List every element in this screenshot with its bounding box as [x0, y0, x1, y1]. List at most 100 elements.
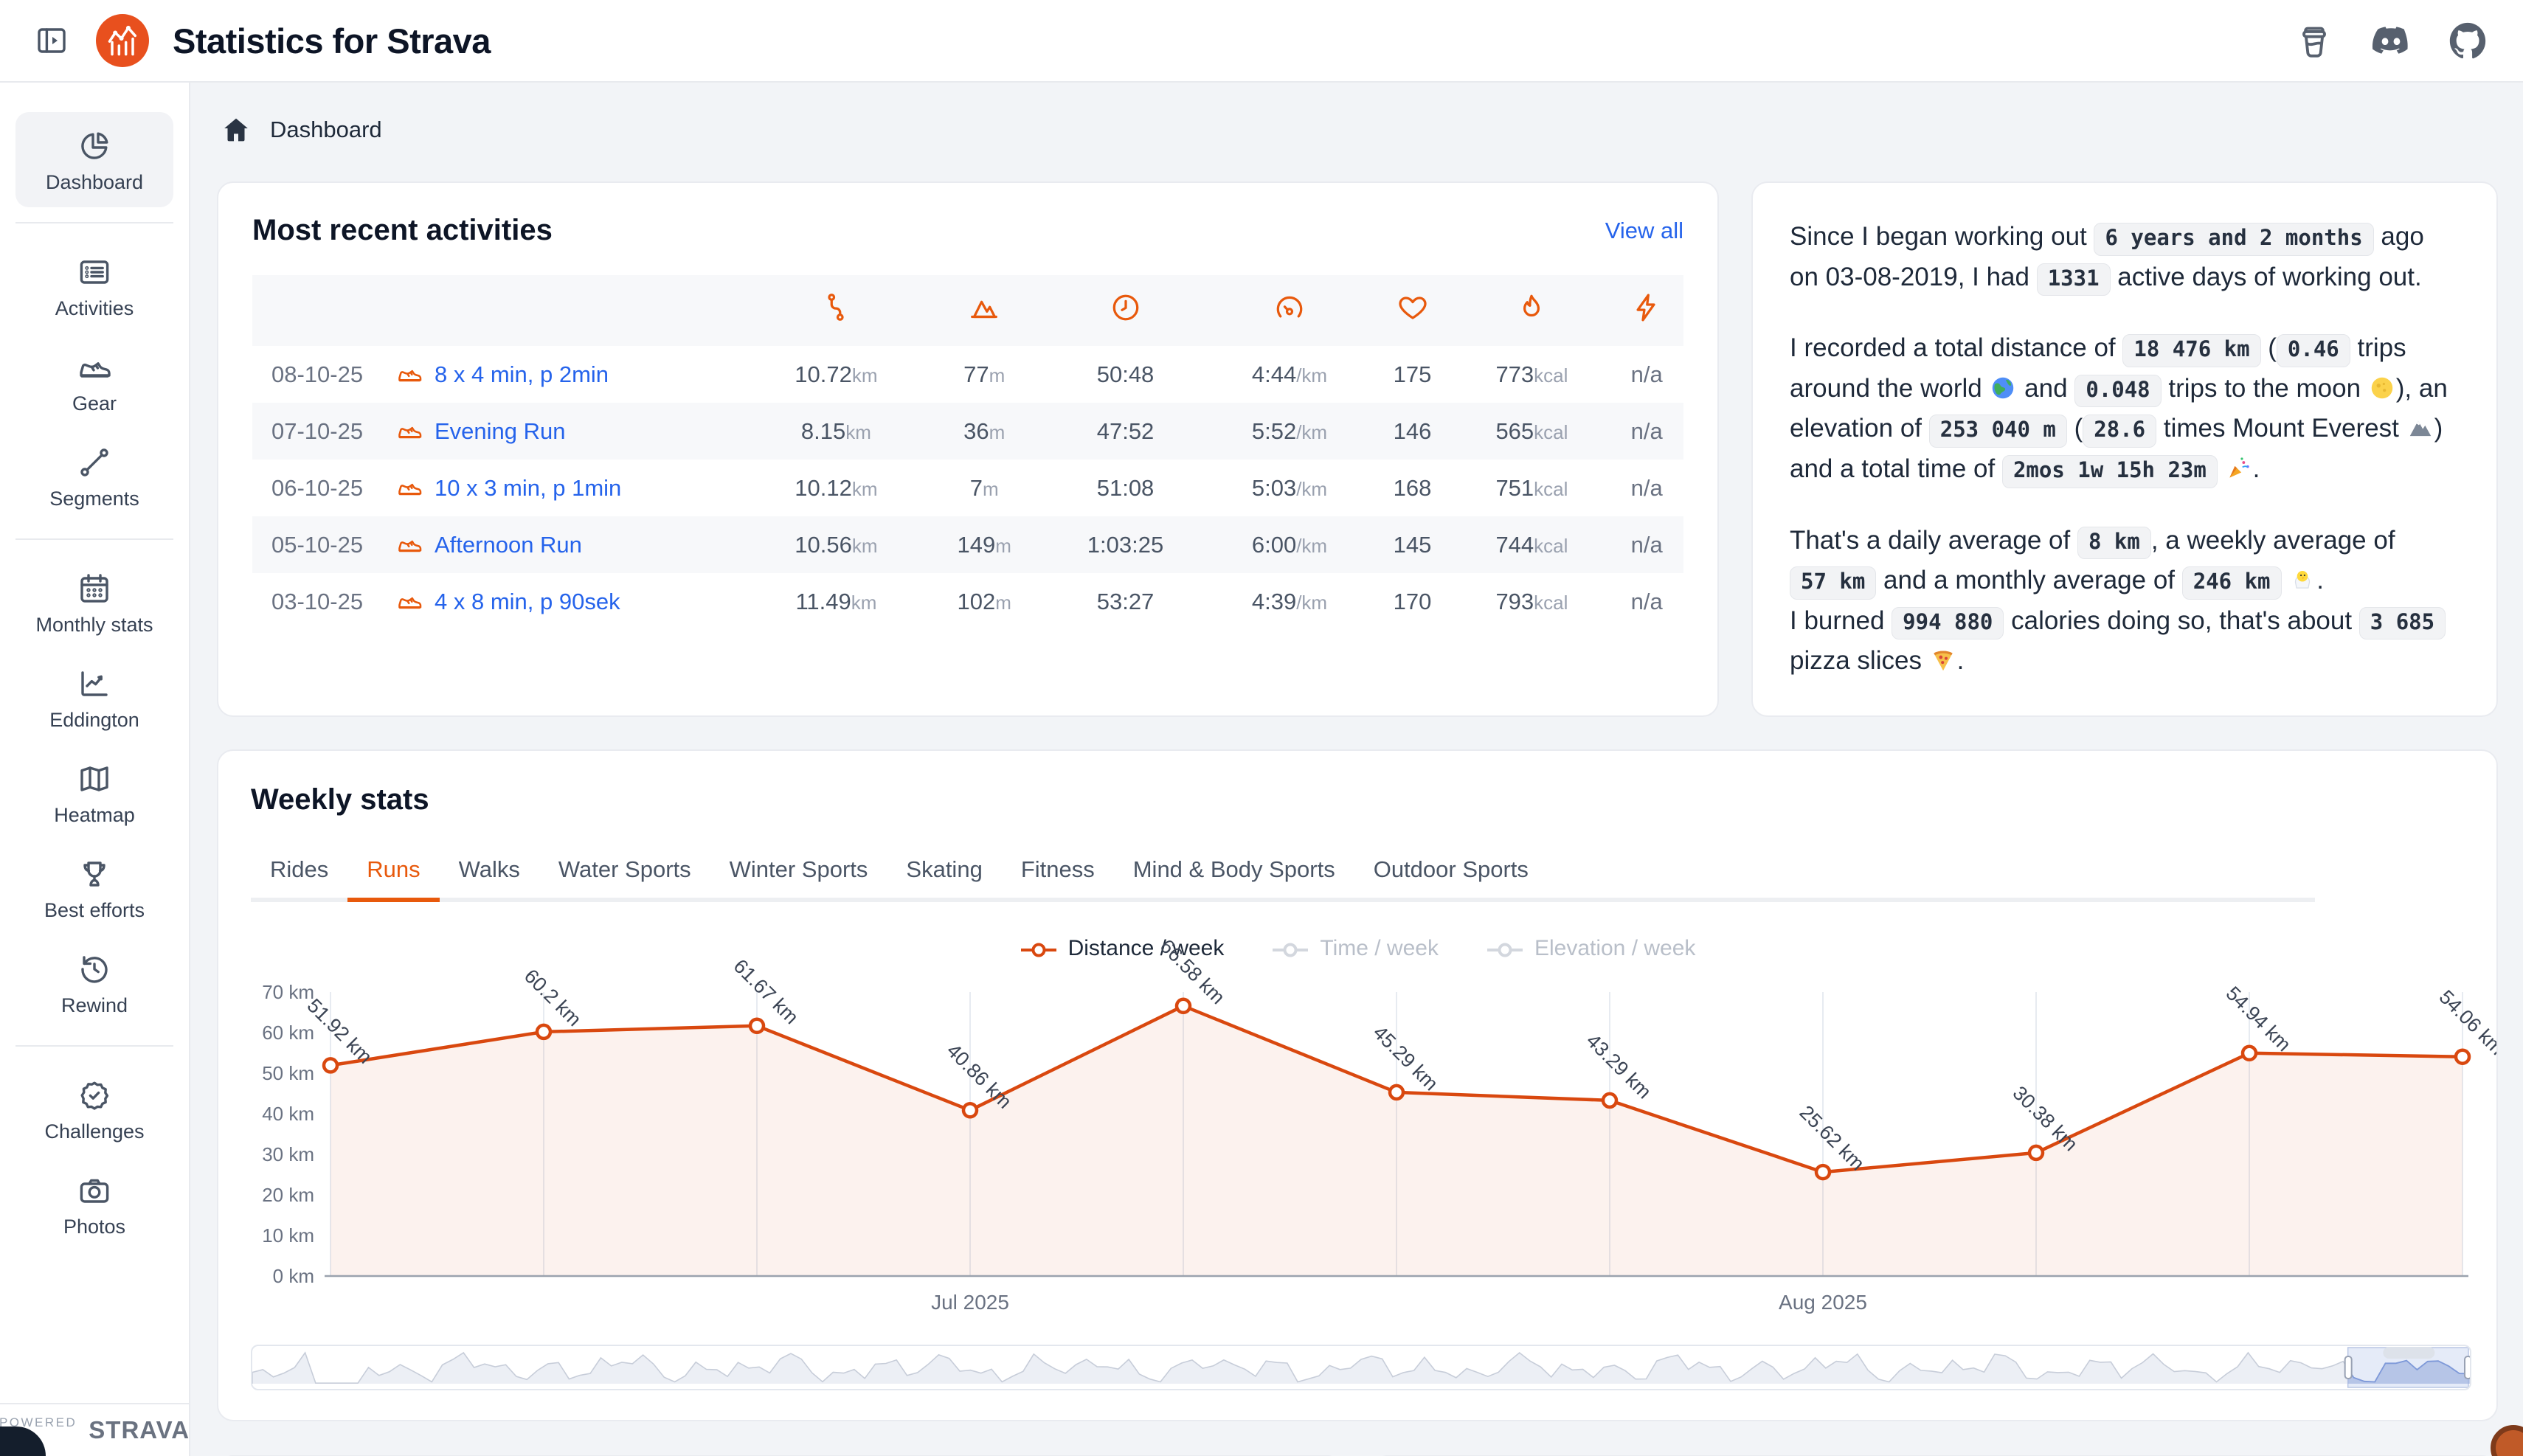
data-point [2240, 1044, 2258, 1061]
sidebar-item-best-efforts[interactable]: Best efforts [15, 840, 173, 935]
mountain-icon [967, 291, 1001, 325]
activity-stat: 10.56km [795, 531, 878, 558]
activity-stat: 50:48 [1096, 361, 1155, 387]
point-label: 54.94 km [2221, 982, 2295, 1056]
home-icon[interactable] [221, 115, 251, 145]
point-label: 25.62 km [1795, 1101, 1869, 1175]
y-tick-label: 20 km [262, 1184, 314, 1206]
tab-runs[interactable]: Runs [347, 845, 440, 902]
earth-emoji [1989, 374, 2017, 402]
activity-stat: 793kcal [1495, 588, 1568, 614]
activity-stat: 773kcal [1495, 361, 1568, 387]
sidebar-item-activities[interactable]: Activities [15, 238, 173, 333]
tab-rides[interactable]: Rides [251, 845, 348, 902]
table-header-row [252, 275, 1683, 346]
legend-item-distance[interactable]: Distance / week [1020, 936, 1224, 961]
point-label: 54.06 km [2434, 985, 2498, 1059]
table-row: 06-10-25 10 x 3 min, p 1min 10.12km 7m 51:08… [252, 460, 1683, 516]
sidebar-item-label: Activities [55, 297, 134, 319]
legend-item-time[interactable]: Time / week [1271, 936, 1439, 961]
legend-item-elevation[interactable]: Elevation / week [1486, 936, 1695, 961]
discord-icon[interactable] [2370, 19, 2412, 62]
stat-chip: 1331 [2036, 263, 2111, 297]
sidebar: Dashboard Activities Gear Segments Monthly s… [0, 83, 190, 1456]
map-icon [77, 761, 112, 797]
tab-walks[interactable]: Walks [439, 845, 539, 902]
stat-chip: 6 years and 2 months [2094, 223, 2374, 256]
sidebar-toggle-icon[interactable] [34, 21, 72, 60]
sidebar-divider [15, 222, 173, 223]
activity-stat: 6:00/km [1251, 531, 1328, 558]
sidebar-item-eddington[interactable]: Eddington [15, 650, 173, 745]
chart-line-icon [77, 666, 112, 701]
activity-date: 07-10-25 [271, 417, 364, 444]
activity-name-link[interactable]: 8 x 4 min, p 2min [435, 361, 609, 387]
coffee-donate-icon[interactable] [2293, 19, 2336, 62]
date-column-header [252, 275, 396, 346]
tab-mind-body-sports[interactable]: Mind & Body Sports [1113, 845, 1354, 902]
badge-check-icon [77, 1078, 112, 1113]
sidebar-item-heatmap[interactable]: Heatmap [15, 745, 173, 840]
stat-chip: 253 040 m [1928, 415, 2067, 448]
weekly-stats-title: Weekly stats [251, 783, 429, 816]
tab-fitness[interactable]: Fitness [1001, 845, 1114, 902]
sidebar-item-label: Best efforts [44, 899, 145, 921]
y-tick-label: 0 km [273, 1265, 314, 1287]
activity-stat: 145 [1393, 531, 1432, 558]
breadcrumb: Dashboard [221, 114, 2498, 146]
header-links [2293, 19, 2489, 62]
point-label: 60.2 km [520, 965, 586, 1030]
sidebar-item-monthly-stats[interactable]: Monthly stats [15, 555, 173, 650]
legend-label: Elevation / week [1534, 935, 1696, 960]
sidebar-item-rewind[interactable]: Rewind [15, 935, 173, 1030]
data-point [1174, 997, 1192, 1014]
sidebar-item-gear[interactable]: Gear [15, 333, 173, 429]
activity-name-link[interactable]: Afternoon Run [435, 532, 582, 558]
activity-stat: 47:52 [1096, 417, 1155, 444]
activity-stat: 5:52/km [1251, 417, 1328, 444]
sidebar-item-photos[interactable]: Photos [15, 1157, 173, 1252]
sidebar-item-challenges[interactable]: Challenges [15, 1061, 173, 1157]
activity-name-link[interactable]: 10 x 3 min, p 1min [435, 475, 622, 501]
y-tick-label: 50 km [262, 1062, 314, 1084]
sidebar-item-label: Monthly stats [35, 614, 153, 636]
sidebar-divider [15, 1045, 173, 1047]
tab-skating[interactable]: Skating [887, 845, 1002, 902]
tab-winter-sports[interactable]: Winter Sports [710, 845, 887, 902]
top-header: Statistics for Strava [0, 0, 2523, 83]
pie-chart-icon [77, 128, 112, 164]
column-header [1371, 275, 1454, 346]
activity-stat: 11.49km [795, 588, 877, 614]
history-icon [77, 951, 112, 987]
trophy-icon [77, 856, 112, 892]
sidebar-divider [15, 538, 173, 540]
tab-outdoor-sports[interactable]: Outdoor Sports [1354, 845, 1548, 902]
activity-name-link[interactable]: 4 x 8 min, p 90sek [435, 589, 620, 614]
point-label: 40.86 km [942, 1039, 1016, 1113]
chart-legend: Distance / week Time / week Elevation / we… [251, 936, 2464, 961]
sidebar-item-segments[interactable]: Segments [15, 429, 173, 524]
github-icon[interactable] [2446, 19, 2489, 62]
activity-name-link[interactable]: Evening Run [435, 418, 566, 444]
app-logo-icon [96, 14, 149, 67]
x-axis-label: Aug 2025 [1779, 1291, 1867, 1314]
segment-icon [77, 445, 112, 480]
bolt-icon [1630, 291, 1664, 325]
column-header [1208, 275, 1371, 346]
activity-stat: 10.72km [795, 361, 878, 387]
pizza-emoji [1929, 646, 1957, 674]
activity-stat: 51:08 [1096, 474, 1155, 501]
breadcrumb-label: Dashboard [270, 117, 382, 142]
tab-water-sports[interactable]: Water Sports [539, 845, 710, 902]
navigator-handle-right [2464, 1355, 2470, 1379]
sidebar-item-dashboard[interactable]: Dashboard [15, 112, 173, 207]
sidebar-item-label: Dashboard [45, 171, 144, 193]
table-row: 07-10-25 Evening Run 8.15km 36m 47:52 5:52/km… [252, 403, 1683, 460]
chart-navigator[interactable] [251, 1344, 2471, 1390]
view-all-link[interactable]: View all [1605, 217, 1683, 243]
activity-stat: 565kcal [1495, 417, 1568, 444]
activity-stat: n/a [1630, 474, 1663, 501]
tab-track [1547, 895, 2315, 902]
running-shoe-icon [396, 361, 423, 387]
activity-stat: n/a [1630, 361, 1663, 387]
